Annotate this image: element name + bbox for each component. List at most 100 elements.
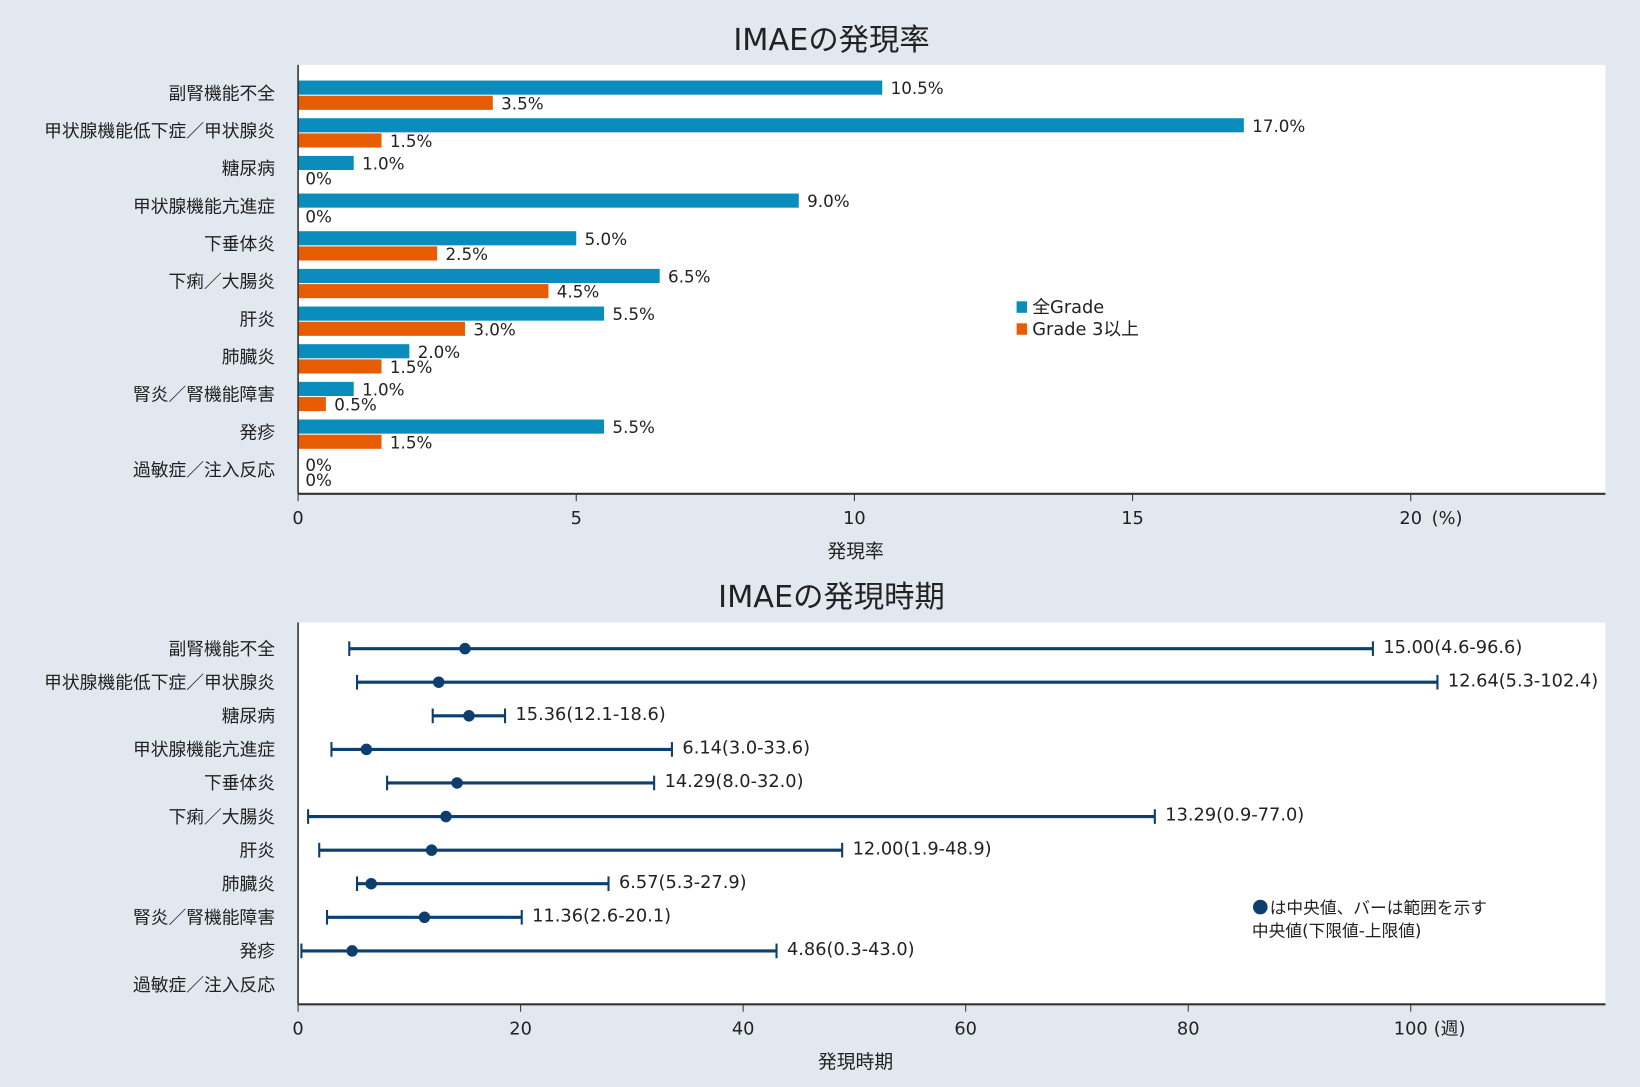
category-label: 下垂体炎 <box>204 773 275 794</box>
data-label: 3.5% <box>501 93 543 113</box>
category-label: 甲状腺機能低下症／甲状腺炎 <box>44 673 275 694</box>
data-label: 1.5% <box>390 357 432 377</box>
data-label: 0% <box>305 169 332 189</box>
category-label: 過敏症／注入反応 <box>133 975 275 996</box>
category-label: 腎炎／腎機能障害 <box>133 908 275 929</box>
bar-grade3 <box>298 246 438 261</box>
category-label: 糖尿病 <box>222 159 276 180</box>
data-label: 14.29(8.0-32.0) <box>665 771 804 792</box>
data-label: 17.0% <box>1252 116 1305 136</box>
data-label: 6.57(5.3-27.9) <box>619 872 747 893</box>
median-dot <box>432 676 445 688</box>
median-dot <box>418 911 431 924</box>
category-label: 下痢／大腸炎 <box>168 807 275 828</box>
bar-grade3 <box>298 133 382 148</box>
legend-swatch <box>1016 301 1028 313</box>
legend-median-dot <box>1252 899 1268 915</box>
data-label: 12.00(1.9-48.9) <box>853 838 992 859</box>
category-label: 肝炎 <box>240 309 276 330</box>
category-label: 甲状腺機能亢進症 <box>133 196 275 217</box>
x-axis-label: 発現率 <box>827 541 883 563</box>
category-label: 腎炎／腎機能障害 <box>133 385 275 406</box>
data-label: 15.00(4.6-96.6) <box>1383 637 1522 658</box>
data-label: 6.14(3.0-33.6) <box>682 738 810 759</box>
x-unit-label: (%) <box>1432 508 1463 529</box>
category-label: 肺臓炎 <box>222 347 275 368</box>
category-label: 下垂体炎 <box>204 234 275 255</box>
data-label: 12.64(5.3-102.4) <box>1448 670 1598 691</box>
category-label: 副腎機能不全 <box>168 83 275 104</box>
data-label: 5.5% <box>612 417 654 437</box>
data-label: 0% <box>305 206 332 226</box>
bar-all <box>298 419 605 434</box>
bar-all <box>298 155 354 171</box>
median-dot <box>425 844 438 856</box>
bar-all <box>298 231 577 246</box>
median-dot <box>346 945 358 957</box>
data-label: 10.5% <box>891 78 944 98</box>
data-label: 5.5% <box>612 304 654 324</box>
bar-grade3 <box>298 95 493 110</box>
data-label: 1.5% <box>390 432 432 452</box>
bar-grade3 <box>298 434 382 449</box>
legend-label: Grade 3以上 <box>1032 319 1139 340</box>
data-label: 15.36(12.1-18.6) <box>515 704 665 725</box>
legend-line: 中央値(下限値-上限値) <box>1252 920 1422 940</box>
x-unit-label: (週) <box>1434 1019 1466 1040</box>
bar-all <box>298 268 660 283</box>
category-label: 下痢／大腸炎 <box>168 272 275 293</box>
data-label: 1.0% <box>362 379 404 399</box>
category-label: 発疹 <box>240 422 276 443</box>
category-label: 副腎機能不全 <box>168 639 275 660</box>
data-label: 1.5% <box>390 131 432 151</box>
x-tick-label: 60 <box>954 1019 977 1040</box>
chart2-plot-area <box>298 622 1606 1005</box>
x-tick-label: 80 <box>1177 1019 1200 1040</box>
x-tick-label: 100 <box>1394 1019 1428 1040</box>
median-dot <box>459 642 471 655</box>
category-label: 肺臓炎 <box>222 874 275 895</box>
data-label: 13.29(0.9-77.0) <box>1165 805 1304 826</box>
x-tick-label: 0 <box>292 1019 303 1040</box>
x-tick-label: 0 <box>292 508 303 529</box>
x-tick-label: 40 <box>732 1019 755 1040</box>
median-dot <box>451 777 463 789</box>
data-label: 11.36(2.6-20.1) <box>532 905 671 926</box>
bar-all <box>298 381 354 396</box>
bar-grade3 <box>298 284 549 299</box>
legend-swatch <box>1016 323 1028 335</box>
bar-all <box>298 306 605 321</box>
x-tick-label: 20 <box>509 1019 532 1040</box>
median-dot <box>463 710 475 722</box>
data-label: 2.5% <box>446 244 488 264</box>
data-label: 4.86(0.3-43.0) <box>787 939 915 960</box>
legend-label: 全Grade <box>1032 297 1104 318</box>
legend-line: は中央値、バーは範囲を示す <box>1270 897 1487 917</box>
x-axis-label: 発現時期 <box>818 1051 893 1073</box>
x-tick-label: 20 <box>1399 508 1422 529</box>
category-label: 過敏症／注入反応 <box>133 460 275 481</box>
x-tick-label: 5 <box>571 508 582 529</box>
bar-all <box>298 118 1244 133</box>
median-dot <box>360 743 373 756</box>
data-label: 0% <box>305 455 332 475</box>
data-label: 4.5% <box>557 282 599 302</box>
bar-grade3 <box>298 359 382 374</box>
data-label: 9.0% <box>807 191 849 211</box>
median-dot <box>440 810 452 823</box>
category-label: 肝炎 <box>240 840 276 861</box>
chart1-title: IMAEの発現率 <box>733 23 929 58</box>
median-dot <box>365 877 377 890</box>
category-label: 発疹 <box>240 941 276 962</box>
bar-all <box>298 193 799 208</box>
chart2-title: IMAEの発現時期 <box>718 580 945 615</box>
bar-grade3 <box>298 397 326 412</box>
data-label: 2.0% <box>418 342 460 362</box>
data-label: 6.5% <box>668 266 710 286</box>
category-label: 甲状腺機能低下症／甲状腺炎 <box>44 121 275 142</box>
category-label: 甲状腺機能亢進症 <box>133 740 275 761</box>
data-label: 1.0% <box>362 153 404 173</box>
data-label: 0% <box>305 470 332 490</box>
